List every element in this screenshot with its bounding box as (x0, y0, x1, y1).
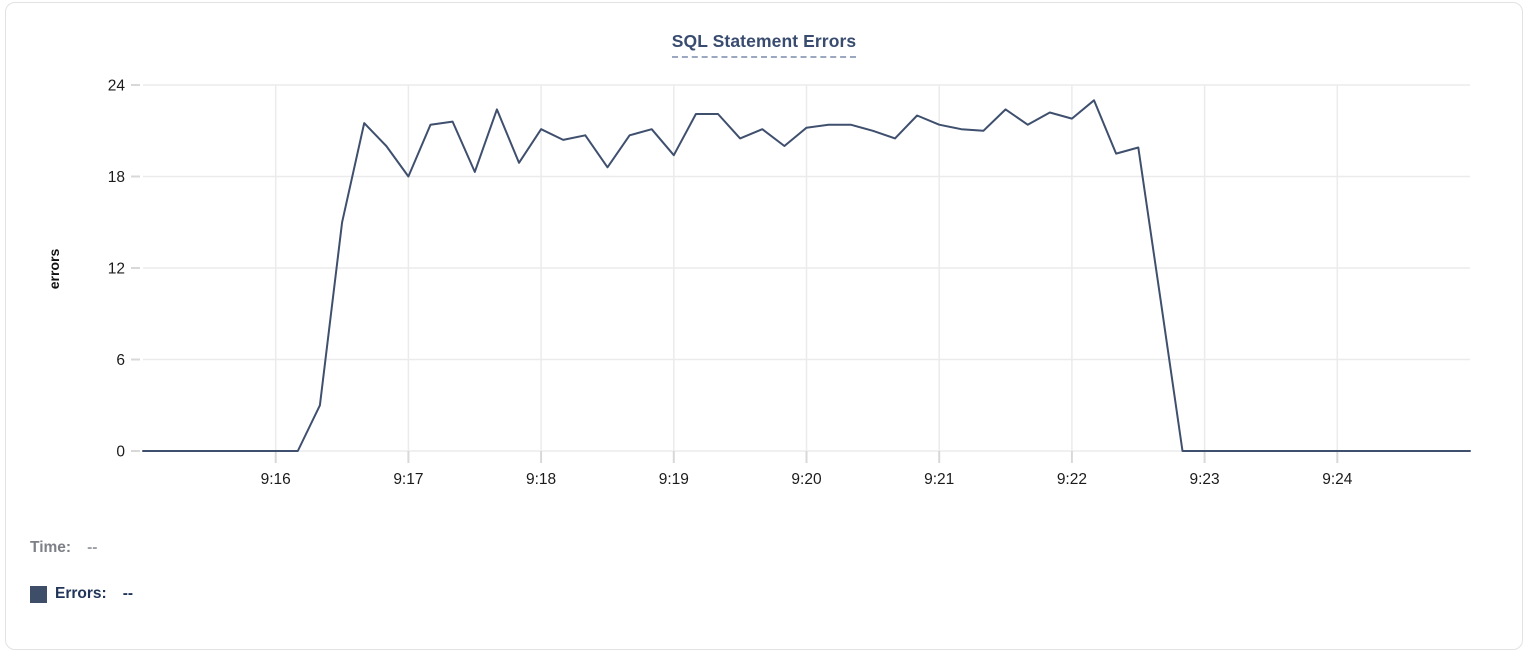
y-tick-label: 6 (116, 352, 125, 369)
time-label: Time: (30, 539, 72, 556)
y-tick-label: 18 (108, 169, 125, 186)
y-tick-label: 24 (108, 78, 126, 95)
x-tick-label: 9:21 (924, 471, 954, 488)
errors-value: -- (122, 585, 134, 602)
x-tick-label: 9:19 (659, 471, 689, 488)
errors-label: Errors: (55, 585, 107, 602)
errors-series-line[interactable] (142, 99, 1471, 452)
legend-errors-row[interactable]: Errors: -- (30, 585, 133, 603)
chart-panel: SQL Statement Errors errors 0 6 12 18 24 9:16… (5, 2, 1523, 650)
x-tick-label: 9:20 (791, 471, 822, 488)
errors-series-swatch-icon (30, 585, 47, 603)
readout-time-row: Time: -- (30, 539, 97, 557)
x-tick-label: 9:17 (393, 471, 423, 488)
y-tick-label: 12 (108, 261, 125, 278)
time-value: -- (87, 539, 98, 556)
chart-area: errors 0 6 12 18 24 9:16 9:17 9:18 9:19 9:20 9:21 9… (6, 61, 1522, 509)
x-tick-label: 9:23 (1190, 471, 1220, 488)
title-row: SQL Statement Errors (6, 31, 1522, 58)
y-tick-label: 0 (116, 444, 125, 461)
x-tick-label: 9:16 (261, 471, 291, 488)
x-tick-label: 9:22 (1057, 471, 1087, 488)
chart-canvas[interactable]: 0 6 12 18 24 9:16 9:17 9:18 9:19 9:20 9:21 9:22 9:23… (6, 61, 1522, 509)
x-tick-label: 9:24 (1322, 471, 1353, 488)
y-axis-label: errors (46, 248, 62, 290)
x-tick-label: 9:18 (526, 471, 556, 488)
chart-title: SQL Statement Errors (671, 31, 857, 58)
